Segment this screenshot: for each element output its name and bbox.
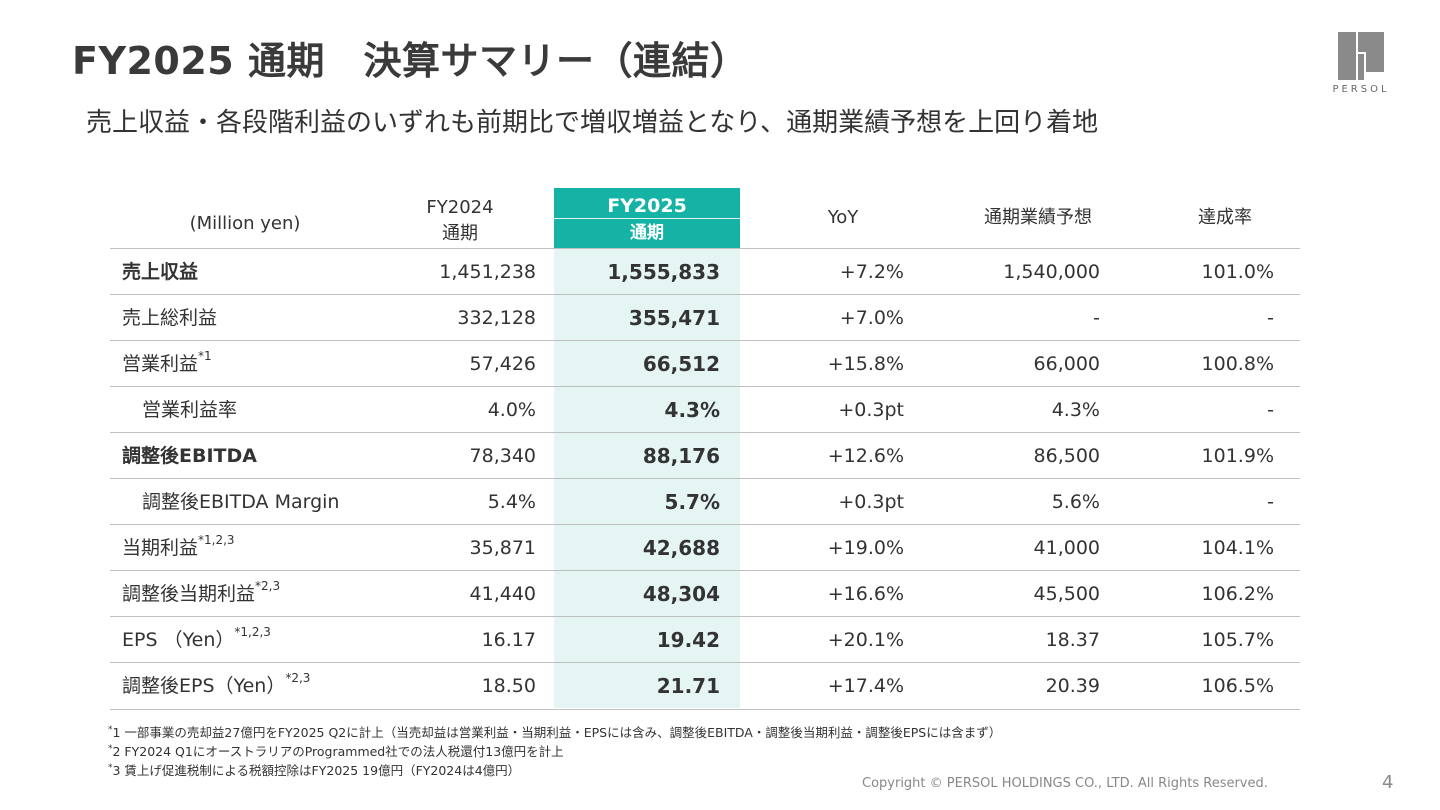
row-label: 当期利益*1,2,3 bbox=[122, 533, 235, 559]
table-row: 売上総利益 332,128 355,471 +7.0% - - bbox=[110, 294, 1300, 341]
logo-wordmark: PERSOL bbox=[1332, 84, 1390, 95]
page-number: 4 bbox=[1382, 772, 1394, 793]
table-row: 調整後EBITDA Margin 5.4% 5.7% +0.3pt 5.6% - bbox=[110, 478, 1300, 525]
footnote-3: *3 賃上げ促進税制による税額控除はFY2025 19億円（FY2024は4億円… bbox=[108, 763, 521, 779]
yoy-value: +19.0% bbox=[827, 537, 904, 559]
col-fy2024-line2: 通期 bbox=[442, 223, 478, 244]
forecast-value: 1,540,000 bbox=[1003, 261, 1100, 283]
fy2024-value: 57,426 bbox=[469, 353, 536, 375]
table-row: 調整後EBITDA 78,340 88,176 +12.6% 86,500 101.9% bbox=[110, 432, 1300, 479]
col-yoy: YoY bbox=[827, 207, 859, 228]
fy2024-value: 16.17 bbox=[481, 629, 536, 651]
forecast-value: 18.37 bbox=[1045, 629, 1100, 651]
footnote-1: *1 一部事業の売却益27億円をFY2025 Q2に計上（当売却益は営業利益・当… bbox=[108, 725, 1002, 741]
forecast-value: 4.3% bbox=[1051, 399, 1100, 421]
row-label: 営業利益*1 bbox=[122, 349, 212, 375]
row-label: 営業利益率 bbox=[142, 399, 238, 421]
fy2025-highlight-column bbox=[554, 188, 740, 708]
achievement-rate-value: - bbox=[1267, 307, 1274, 329]
fy2025-value: 48,304 bbox=[642, 582, 720, 606]
row-footnote-ref: *2,3 bbox=[285, 671, 311, 685]
row-label: 売上収益 bbox=[122, 261, 199, 283]
yoy-value: +0.3pt bbox=[838, 399, 904, 421]
achievement-rate-value: 106.2% bbox=[1201, 583, 1274, 605]
achievement-rate-value: - bbox=[1267, 491, 1274, 513]
col-forecast: 通期業績予想 bbox=[984, 207, 1092, 228]
achievement-rate-value: 106.5% bbox=[1201, 675, 1274, 697]
table-row: 調整後EPS（Yen）*2,3 18.50 21.71 +17.4% 20.39 106.… bbox=[110, 662, 1300, 710]
row-label: 調整後当期利益*2,3 bbox=[122, 579, 281, 605]
col-fy2025-line1: FY2025 bbox=[607, 195, 687, 217]
row-label: 調整後EBITDA Margin bbox=[142, 491, 340, 513]
fy2024-value: 332,128 bbox=[457, 307, 536, 329]
fy2024-value: 1,451,238 bbox=[439, 261, 536, 283]
achievement-rate-value: - bbox=[1267, 399, 1274, 421]
fy2024-value: 41,440 bbox=[469, 583, 536, 605]
persol-logo-icon bbox=[1338, 32, 1384, 80]
table-row: 当期利益*1,2,3 35,871 42,688 +19.0% 41,000 104.1% bbox=[110, 524, 1300, 571]
yoy-value: +17.4% bbox=[827, 675, 904, 697]
yoy-value: +12.6% bbox=[827, 445, 904, 467]
table-row: EPS （Yen）*1,2,3 16.17 19.42 +20.1% 18.37 105.… bbox=[110, 616, 1300, 663]
table-row: 営業利益率 4.0% 4.3% +0.3pt 4.3% - bbox=[110, 386, 1300, 433]
col-fy2024-line1: FY2024 bbox=[426, 197, 494, 218]
col-fy2025-line2: 通期 bbox=[630, 223, 664, 243]
copyright: Copyright © PERSOL HOLDINGS CO., LTD. Al… bbox=[862, 776, 1268, 791]
fy2025-value: 42,688 bbox=[642, 536, 720, 560]
fy2025-value: 66,512 bbox=[642, 352, 720, 376]
achievement-rate-value: 101.9% bbox=[1201, 445, 1274, 467]
fy2025-value: 1,555,833 bbox=[607, 260, 720, 284]
row-label: 売上総利益 bbox=[122, 307, 218, 329]
forecast-value: 5.6% bbox=[1051, 491, 1100, 513]
row-footnote-ref: *1,2,3 bbox=[234, 625, 271, 639]
achievement-rate-value: 100.8% bbox=[1201, 353, 1274, 375]
yoy-value: +7.2% bbox=[839, 261, 904, 283]
fy2025-value: 19.42 bbox=[656, 628, 720, 652]
page-subtitle: 売上収益・各段階利益のいずれも前期比で増収増益となり、通期業績予想を上回り着地 bbox=[86, 108, 1099, 138]
table-row: 営業利益*1 57,426 66,512 +15.8% 66,000 100.8% bbox=[110, 340, 1300, 387]
yoy-value: +20.1% bbox=[827, 629, 904, 651]
fy2025-value: 4.3% bbox=[664, 398, 720, 422]
achievement-rate-value: 105.7% bbox=[1201, 629, 1274, 651]
page-title: FY2025 通期 決算サマリー（連結） bbox=[72, 39, 749, 83]
footnotes: *1 一部事業の売却益27億円をFY2025 Q2に計上（当売却益は営業利益・当… bbox=[108, 722, 1001, 779]
yoy-value: +16.6% bbox=[827, 583, 904, 605]
row-label: 調整後EBITDA bbox=[122, 445, 257, 467]
yoy-value: +15.8% bbox=[827, 353, 904, 375]
row-footnote-ref: *1,2,3 bbox=[198, 533, 235, 547]
fy2025-header-band-bottom bbox=[554, 219, 740, 248]
yoy-value: +0.3pt bbox=[838, 491, 904, 513]
forecast-value: 66,000 bbox=[1033, 353, 1100, 375]
forecast-value: 86,500 bbox=[1033, 445, 1100, 467]
yoy-value: +7.0% bbox=[839, 307, 904, 329]
fy2024-value: 18.50 bbox=[481, 675, 536, 697]
fy2024-value: 35,871 bbox=[469, 537, 536, 559]
fy2024-value: 78,340 bbox=[469, 445, 536, 467]
table-row: 調整後当期利益*2,3 41,440 48,304 +16.6% 45,500 106.2… bbox=[110, 570, 1300, 617]
row-label: EPS （Yen）*1,2,3 bbox=[122, 625, 271, 651]
fy2025-value: 21.71 bbox=[656, 674, 720, 698]
forecast-value: 41,000 bbox=[1033, 537, 1100, 559]
table-row: 売上収益 1,451,238 1,555,833 +7.2% 1,540,000 101.… bbox=[110, 248, 1300, 295]
fy2025-value: 355,471 bbox=[628, 306, 720, 330]
forecast-value: - bbox=[1093, 307, 1100, 329]
col-achievement-rate: 達成率 bbox=[1198, 207, 1252, 228]
row-label: 調整後EPS（Yen）*2,3 bbox=[122, 671, 311, 697]
fy2025-header-band-top bbox=[554, 188, 740, 218]
fy2024-value: 4.0% bbox=[487, 399, 536, 421]
forecast-value: 20.39 bbox=[1045, 675, 1100, 697]
forecast-value: 45,500 bbox=[1033, 583, 1100, 605]
footnote-2: *2 FY2024 Q1にオーストラリアのProgrammed社での法人税還付1… bbox=[108, 744, 564, 760]
fy2025-value: 88,176 bbox=[642, 444, 720, 468]
unit-label: (Million yen) bbox=[189, 213, 301, 234]
fy2025-value: 5.7% bbox=[664, 490, 720, 514]
row-footnote-ref: *1 bbox=[198, 349, 212, 363]
achievement-rate-value: 101.0% bbox=[1201, 261, 1274, 283]
fy2024-value: 5.4% bbox=[487, 491, 536, 513]
row-footnote-ref: *2,3 bbox=[255, 579, 281, 593]
achievement-rate-value: 104.1% bbox=[1201, 537, 1274, 559]
